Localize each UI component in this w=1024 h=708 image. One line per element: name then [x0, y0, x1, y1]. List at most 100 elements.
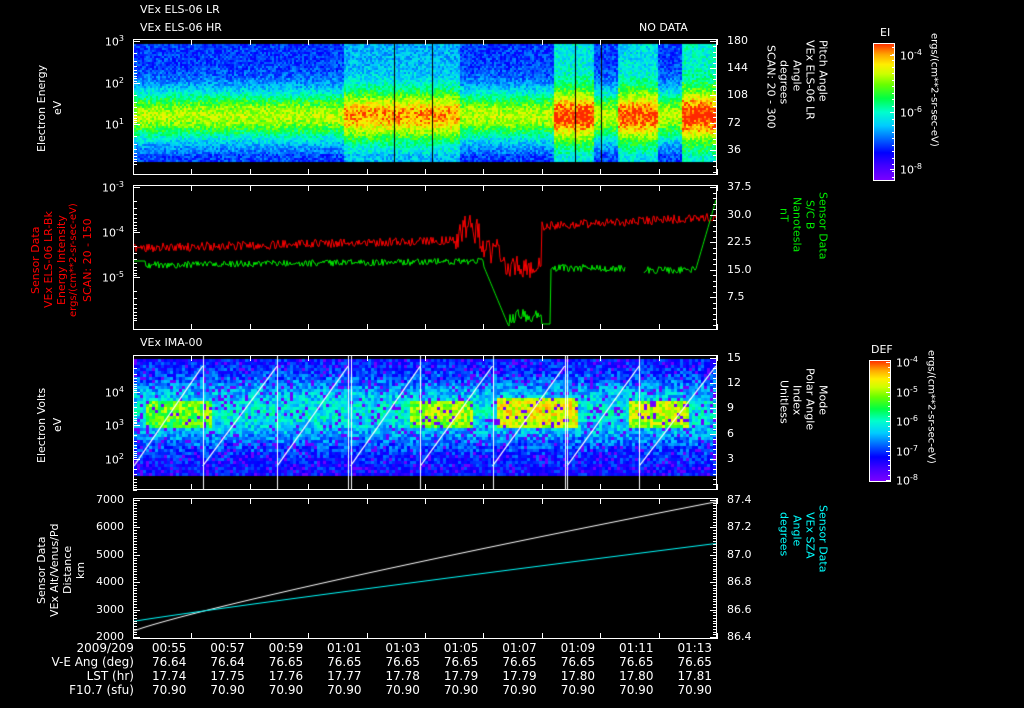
axis-tick	[308, 355, 309, 361]
axis-tick	[425, 633, 426, 639]
axis-tick	[133, 423, 137, 424]
axis-tick	[713, 264, 717, 265]
axis-tick	[888, 465, 891, 466]
axis-tick	[713, 106, 717, 107]
axis-tick	[713, 610, 717, 611]
axis-tick	[888, 460, 891, 461]
axis-tick	[713, 607, 717, 608]
axis-tick	[888, 367, 891, 368]
axis-tick	[600, 185, 601, 191]
panel2-right-label-1: S/C B	[803, 200, 817, 230]
axis-tick	[191, 498, 192, 504]
table-cell: 17.74	[151, 669, 187, 683]
axis-tick-label: 86.4	[727, 630, 752, 643]
axis-tick	[542, 498, 543, 504]
axis-tick-label: 2000	[96, 630, 124, 643]
axis-tick	[600, 324, 601, 330]
panel1-right-axis-label-4: SCAN: 20 - 300	[764, 45, 778, 129]
axis-tick	[713, 413, 717, 414]
axis-tick	[713, 555, 717, 556]
axis-tick	[713, 161, 717, 162]
axis-tick	[888, 451, 891, 452]
axis-tick	[888, 446, 891, 447]
axis-tick	[713, 150, 717, 151]
axis-tick-label: 10-8	[896, 473, 918, 488]
axis-tick	[713, 596, 717, 597]
axis-tick-label: 22.5	[727, 235, 752, 249]
axis-tick	[133, 623, 137, 624]
axis-tick	[892, 132, 895, 133]
axis-tick-label: 86.6	[727, 602, 752, 616]
axis-tick	[250, 633, 251, 639]
axis-tick	[483, 355, 484, 361]
axis-tick	[133, 634, 137, 635]
axis-tick	[133, 39, 134, 45]
axis-tick	[133, 304, 137, 305]
axis-tick-label: 87.0	[727, 547, 752, 561]
axis-tick	[713, 574, 717, 575]
axis-tick-label: 101	[104, 117, 124, 132]
table-cell: 70.90	[560, 683, 596, 697]
axis-tick	[888, 411, 891, 412]
axis-tick	[133, 267, 137, 268]
axis-tick	[600, 39, 601, 45]
axis-tick	[133, 61, 137, 62]
axis-tick	[892, 138, 895, 139]
axis-tick	[133, 41, 140, 42]
panel3-right-label-2: Index	[790, 385, 804, 416]
axis-tick	[133, 392, 140, 393]
axis-tick-label: 102	[104, 451, 124, 467]
axis-tick	[250, 484, 251, 490]
axis-tick-label: 10-5	[102, 270, 124, 285]
panel2-right-label-0: Sensor Data	[816, 192, 830, 260]
axis-tick	[133, 626, 137, 627]
axis-tick	[888, 406, 891, 407]
axis-tick	[133, 368, 137, 369]
table-cell: 01:11	[618, 641, 654, 655]
axis-tick	[133, 78, 137, 79]
axis-tick	[133, 308, 137, 309]
axis-tick	[713, 358, 717, 359]
axis-tick	[133, 201, 137, 202]
axis-tick	[133, 120, 137, 121]
axis-tick	[367, 498, 368, 504]
axis-tick	[713, 297, 717, 298]
panel4-right-label-3: degrees	[777, 512, 791, 557]
panel1-right-axis-label-1: VEx ELS-06 LR	[803, 40, 817, 120]
axis-tick	[542, 633, 543, 639]
axis-tick	[713, 484, 717, 485]
axis-tick	[133, 569, 137, 570]
panel1-right-axis-label-2: Angle	[790, 60, 804, 92]
panel1-spectrogram	[134, 40, 716, 174]
table-cell: 01:09	[560, 641, 596, 655]
panel1-title-hr: VEx ELS-06 HR	[140, 21, 222, 34]
axis-tick	[713, 314, 717, 315]
axis-tick-label: 12	[727, 376, 741, 390]
axis-tick	[713, 508, 717, 509]
axis-tick	[133, 187, 140, 188]
axis-tick	[133, 420, 137, 421]
axis-tick	[133, 318, 137, 319]
axis-tick	[892, 93, 895, 94]
table-cell: 70.90	[327, 683, 362, 697]
axis-tick	[133, 112, 137, 113]
table-row-label: LST (hr)	[86, 669, 134, 683]
table-row-label: V-E Ang (deg)	[51, 655, 134, 669]
panel4-line-plot	[134, 499, 716, 638]
axis-tick	[713, 566, 717, 567]
table-cell: 70.90	[677, 683, 712, 697]
axis-tick	[133, 228, 137, 229]
table-cell: 17.80	[619, 669, 654, 683]
axis-tick	[892, 158, 895, 159]
axis-tick	[713, 439, 717, 440]
axis-tick	[425, 355, 426, 361]
axis-tick	[713, 525, 717, 526]
table-cell: 70.90	[268, 683, 304, 697]
axis-tick	[713, 144, 717, 145]
axis-tick	[367, 169, 368, 175]
axis-tick	[367, 355, 368, 361]
table-cell: 76.64	[151, 655, 187, 669]
axis-tick	[892, 80, 895, 81]
axis-tick	[717, 355, 718, 361]
axis-tick	[659, 484, 660, 490]
